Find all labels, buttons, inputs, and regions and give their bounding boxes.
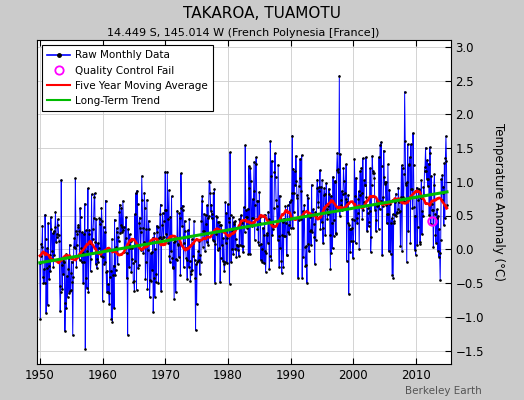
Legend: Raw Monthly Data, Quality Control Fail, Five Year Moving Average, Long-Term Tren: Raw Monthly Data, Quality Control Fail, …	[42, 45, 213, 111]
Title: 14.449 S, 145.014 W (French Polynesia [France]): 14.449 S, 145.014 W (French Polynesia [F…	[107, 28, 380, 38]
Y-axis label: Temperature Anomaly (°C): Temperature Anomaly (°C)	[492, 123, 505, 281]
Text: Berkeley Earth: Berkeley Earth	[406, 386, 482, 396]
Text: TAKAROA, TUAMOTU: TAKAROA, TUAMOTU	[183, 6, 341, 21]
